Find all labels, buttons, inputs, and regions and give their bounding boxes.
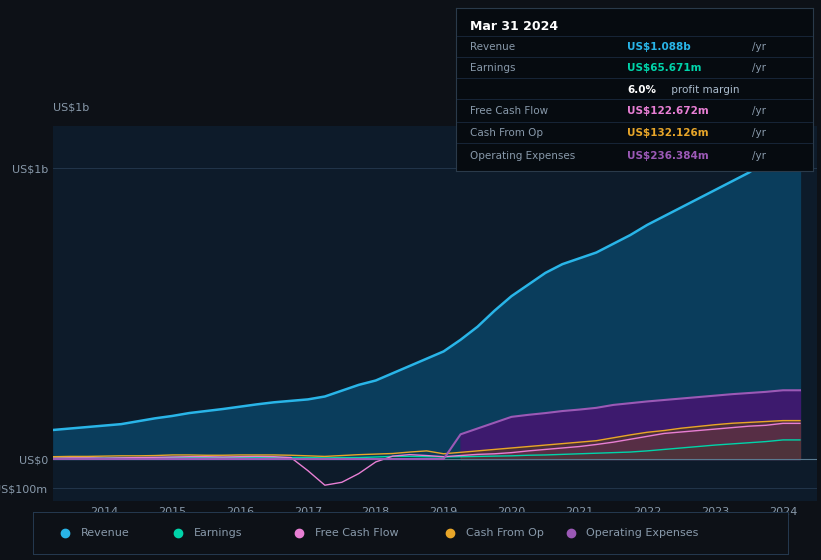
Text: Earnings: Earnings (194, 529, 242, 538)
Text: Revenue: Revenue (80, 529, 129, 538)
Text: Cash From Op: Cash From Op (466, 529, 544, 538)
Text: US$236.384m: US$236.384m (627, 151, 709, 161)
Text: Revenue: Revenue (470, 43, 515, 53)
Text: Mar 31 2024: Mar 31 2024 (470, 20, 558, 33)
Text: Operating Expenses: Operating Expenses (470, 151, 576, 161)
Text: Earnings: Earnings (470, 63, 516, 73)
Text: US$122.672m: US$122.672m (627, 106, 709, 116)
Text: Operating Expenses: Operating Expenses (586, 529, 699, 538)
Text: /yr: /yr (752, 128, 766, 138)
Text: US$1b: US$1b (53, 102, 89, 112)
Text: US$65.671m: US$65.671m (627, 63, 702, 73)
Text: /yr: /yr (752, 43, 766, 53)
Text: US$1.088b: US$1.088b (627, 43, 690, 53)
Text: Free Cash Flow: Free Cash Flow (314, 529, 398, 538)
Text: /yr: /yr (752, 151, 766, 161)
Text: Cash From Op: Cash From Op (470, 128, 543, 138)
Text: /yr: /yr (752, 106, 766, 116)
Text: profit margin: profit margin (668, 85, 740, 95)
Text: Free Cash Flow: Free Cash Flow (470, 106, 548, 116)
Text: US$132.126m: US$132.126m (627, 128, 709, 138)
Text: 6.0%: 6.0% (627, 85, 656, 95)
Text: /yr: /yr (752, 63, 766, 73)
